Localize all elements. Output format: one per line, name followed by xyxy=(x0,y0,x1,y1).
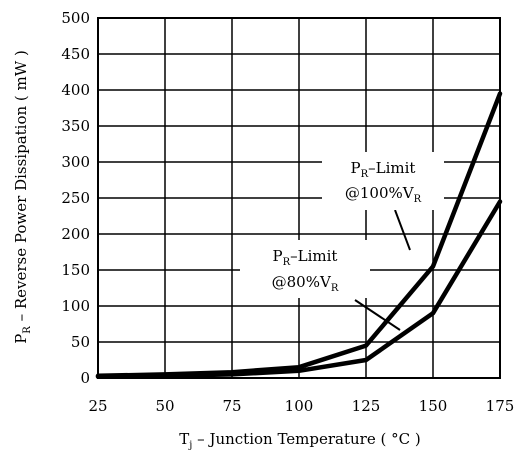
y-tick-label: 500 xyxy=(61,9,90,27)
annotation-leader-1 xyxy=(395,210,410,250)
y-tick-label: 450 xyxy=(61,45,90,63)
x-axis-title: Tj – Junction Temperature ( °C ) xyxy=(179,430,420,450)
x-tick-label: 25 xyxy=(88,397,107,415)
y-tick-label: 50 xyxy=(71,333,90,351)
y-tick-label: 200 xyxy=(61,225,90,243)
x-tick-label: 75 xyxy=(222,397,241,415)
y-tick-label: 150 xyxy=(61,261,90,279)
y-tick-label: 0 xyxy=(80,369,90,387)
y-tick-label: 100 xyxy=(61,297,90,315)
annotations: PR–Limit @100%VR PR–Limit @80%VR xyxy=(240,152,444,330)
y-tick-label: 400 xyxy=(61,81,90,99)
x-tick-label: 125 xyxy=(352,397,381,415)
annotation-line2-1: @100%VR xyxy=(345,184,422,205)
x-tick-label: 50 xyxy=(155,397,174,415)
x-tick-label: 150 xyxy=(419,397,448,415)
x-tick-label: 100 xyxy=(285,397,314,415)
y-axis-title: PR – Reverse Power Dissipation ( mW ) xyxy=(12,50,33,344)
x-tick-labels: 25 50 75 100 125 150 175 xyxy=(88,397,514,415)
annotation-line1-1: PR–Limit xyxy=(351,159,416,180)
annotation-line1-2: PR–Limit xyxy=(273,247,338,268)
y-tick-label: 350 xyxy=(61,117,90,135)
annotation-line2-2: @80%VR xyxy=(272,273,339,294)
x-tick-label: 175 xyxy=(486,397,515,415)
y-tick-labels: 0 50 100 150 200 250 300 350 400 450 500 xyxy=(61,9,90,387)
y-tick-label: 250 xyxy=(61,189,90,207)
y-tick-label: 300 xyxy=(61,153,90,171)
